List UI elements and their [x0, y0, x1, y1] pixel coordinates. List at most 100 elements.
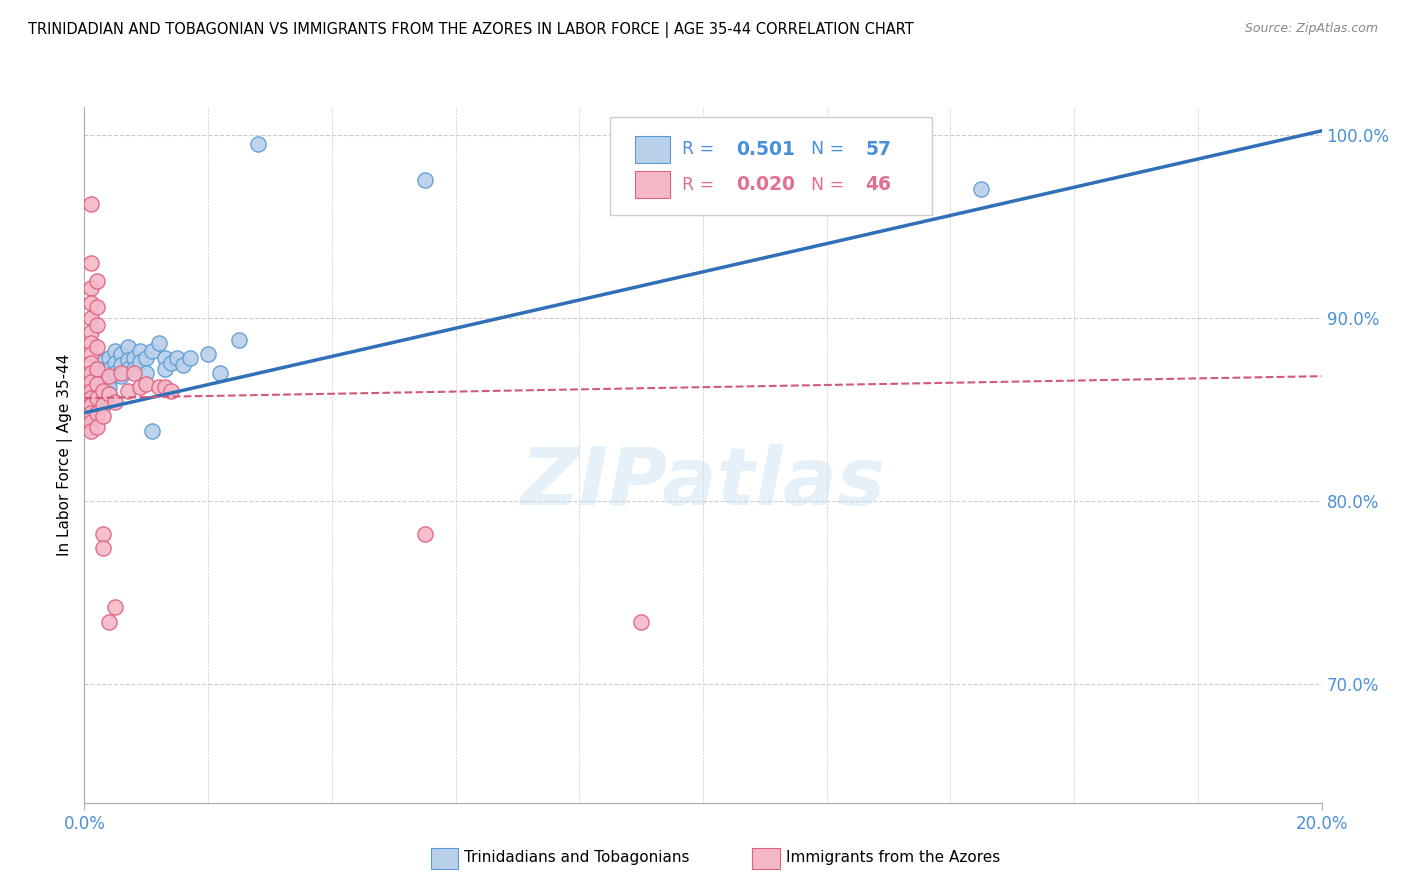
Text: 0.501: 0.501 [737, 140, 796, 159]
Point [172, 358, 194, 372]
Point [91, 399, 114, 413]
Point [228, 333, 250, 347]
Text: N =: N = [811, 140, 849, 159]
Point [86, 300, 108, 314]
Point [98, 373, 121, 387]
Point [135, 366, 157, 380]
Point [86, 376, 108, 391]
Point [110, 347, 132, 361]
FancyBboxPatch shape [752, 848, 780, 869]
Point [86, 340, 108, 354]
Point [79, 197, 101, 211]
Point [79, 366, 101, 380]
Point [79, 336, 101, 351]
Point [79, 399, 101, 413]
Point [122, 362, 145, 376]
Point [148, 380, 170, 394]
Point [91, 384, 114, 398]
Point [815, 186, 838, 200]
Point [79, 420, 101, 434]
FancyBboxPatch shape [430, 848, 458, 869]
Point [86, 318, 108, 332]
Point [110, 369, 132, 384]
Point [91, 409, 114, 424]
Text: R =: R = [682, 140, 720, 159]
Point [141, 343, 163, 358]
Point [153, 362, 176, 376]
Point [86, 420, 108, 434]
Point [413, 173, 436, 187]
Text: ZIPatlas: ZIPatlas [520, 443, 886, 522]
Point [122, 351, 145, 365]
Point [98, 387, 121, 401]
Point [129, 380, 152, 394]
FancyBboxPatch shape [610, 118, 932, 215]
Point [86, 402, 108, 417]
Point [135, 351, 157, 365]
Point [98, 615, 121, 629]
Point [79, 310, 101, 325]
Point [86, 391, 108, 405]
Point [98, 380, 121, 394]
Point [91, 354, 114, 368]
Point [153, 351, 176, 365]
Point [79, 356, 101, 370]
Point [91, 366, 114, 380]
Point [104, 599, 127, 614]
Point [98, 369, 121, 384]
Point [86, 406, 108, 420]
Point [86, 397, 108, 411]
Point [86, 274, 108, 288]
Point [91, 526, 114, 541]
Point [117, 384, 139, 398]
Point [110, 358, 132, 372]
Text: Immigrants from the Azores: Immigrants from the Azores [786, 850, 1000, 865]
Point [153, 380, 176, 394]
Point [970, 182, 993, 196]
Point [129, 343, 152, 358]
Point [79, 424, 101, 438]
Point [91, 391, 114, 405]
Text: 0.020: 0.020 [737, 175, 796, 194]
Point [79, 397, 101, 411]
Point [160, 384, 183, 398]
Point [122, 366, 145, 380]
Point [79, 384, 101, 398]
Point [104, 366, 127, 380]
Point [79, 391, 101, 405]
Point [86, 375, 108, 389]
Text: 57: 57 [865, 140, 891, 159]
Point [79, 296, 101, 310]
Point [246, 136, 269, 151]
FancyBboxPatch shape [636, 136, 669, 163]
Text: N =: N = [811, 176, 849, 194]
Text: Trinidadians and Tobagonians: Trinidadians and Tobagonians [464, 850, 690, 865]
Point [135, 376, 157, 391]
Y-axis label: In Labor Force | Age 35-44: In Labor Force | Age 35-44 [58, 354, 73, 556]
Point [104, 394, 127, 409]
Point [79, 366, 101, 380]
Point [117, 352, 139, 367]
Point [79, 281, 101, 295]
Point [160, 356, 183, 370]
Point [79, 380, 101, 394]
FancyBboxPatch shape [636, 170, 669, 198]
Text: R =: R = [682, 176, 720, 194]
Point [141, 424, 163, 438]
Point [129, 354, 152, 368]
Point [79, 402, 101, 417]
Point [166, 351, 188, 365]
Point [117, 340, 139, 354]
Point [91, 384, 114, 398]
Point [79, 415, 101, 429]
Point [148, 336, 170, 351]
Point [86, 408, 108, 422]
Point [110, 366, 132, 380]
Point [79, 375, 101, 389]
Point [209, 366, 232, 380]
Point [630, 615, 652, 629]
Point [117, 362, 139, 376]
Point [86, 362, 108, 376]
Text: 46: 46 [865, 175, 891, 194]
Point [98, 387, 121, 401]
